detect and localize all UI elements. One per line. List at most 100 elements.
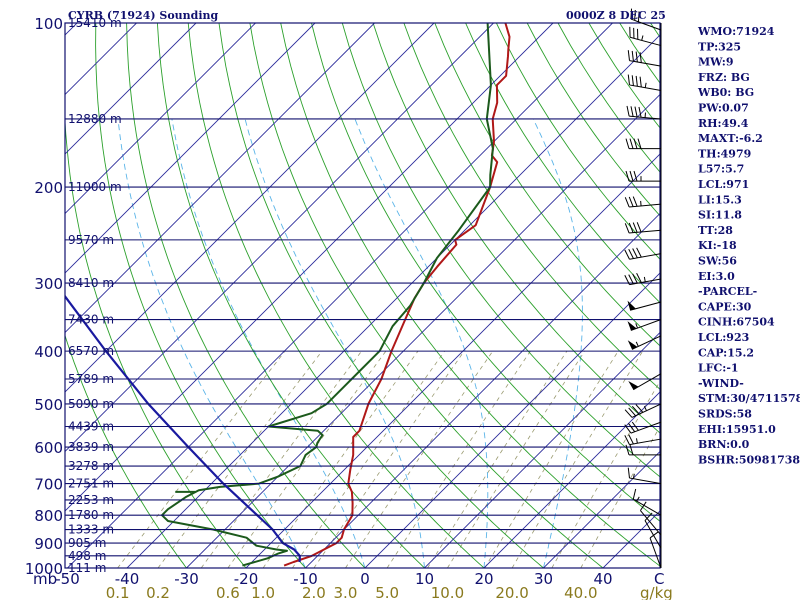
mixing-ratio-tick-label: 1.0 bbox=[251, 584, 275, 600]
dry-adiabat bbox=[95, 23, 307, 568]
height-label: 2253 m bbox=[68, 493, 114, 507]
dry-adiabat bbox=[403, 23, 660, 390]
stability-index-line: -PARCEL- bbox=[698, 285, 757, 298]
mixing-ratio-tick-label: 0.1 bbox=[106, 584, 130, 600]
wind-barb-feather bbox=[633, 138, 638, 149]
mixing-ratio-line bbox=[484, 350, 619, 568]
stability-index-line: EHI:15951.0 bbox=[698, 423, 776, 436]
height-label: 7430 m bbox=[68, 313, 114, 327]
stability-index-line: PW:0.07 bbox=[698, 102, 749, 115]
wind-barb-feather bbox=[637, 138, 642, 149]
dry-adiabat bbox=[774, 23, 800, 580]
wind-barb-shaft bbox=[633, 498, 662, 516]
pressure-tick-label: 600 bbox=[34, 439, 63, 457]
wind-barb-feather bbox=[649, 531, 659, 539]
wind-barb-feather bbox=[624, 409, 633, 418]
height-label: 2751 m bbox=[68, 477, 114, 491]
wind-barb-feather bbox=[632, 222, 638, 233]
wind-barb-feather bbox=[626, 105, 630, 117]
wind-barb-feather bbox=[632, 248, 638, 259]
isotherm-line bbox=[65, 23, 435, 393]
wind-barb-shaft bbox=[644, 520, 662, 549]
mixing-ratio-tick-label: 20.0 bbox=[495, 584, 528, 600]
wind-barb bbox=[640, 501, 662, 536]
temperature-tick-label: 10 bbox=[415, 570, 434, 588]
temperature-tick-label: -10 bbox=[293, 570, 318, 588]
wind-barb-shaft bbox=[630, 319, 662, 331]
moist-adiabat bbox=[532, 118, 583, 568]
mixing-ratio-tick-label: 0.6 bbox=[216, 584, 240, 600]
dry-adiabat bbox=[557, 23, 660, 173]
dry-adiabat bbox=[372, 23, 660, 434]
wind-barb-shaft bbox=[629, 203, 662, 208]
stability-index-line: L57:5.7 bbox=[698, 163, 744, 176]
wind-barb-half-feather bbox=[641, 35, 644, 41]
wind-barb-shaft bbox=[631, 403, 662, 418]
wind-barb-feather bbox=[634, 106, 638, 117]
height-label: 905 m bbox=[68, 536, 106, 550]
height-label: 5090 m bbox=[68, 397, 114, 411]
wind-barb-half-feather bbox=[644, 82, 647, 88]
mixing-ratio-line bbox=[551, 380, 660, 568]
dry-adiabat bbox=[156, 23, 426, 568]
wind-barb-flag bbox=[627, 321, 637, 331]
stability-index-line: -WIND- bbox=[698, 377, 744, 390]
stability-index-line: SW:56 bbox=[698, 255, 737, 268]
temperature-tick-label: 20 bbox=[474, 570, 493, 588]
wind-barb-feather bbox=[634, 9, 636, 21]
pressure-tick-label: 700 bbox=[34, 476, 63, 494]
wind-barb-feather bbox=[629, 444, 634, 455]
dry-adiabat bbox=[65, 334, 188, 568]
dry-adiabat bbox=[495, 23, 660, 260]
wind-barb-feather bbox=[628, 274, 634, 285]
temperature-tick-label: 0 bbox=[360, 570, 370, 588]
wind-barb bbox=[627, 74, 662, 91]
stability-index-line: LI:15.3 bbox=[698, 193, 742, 206]
wind-barb bbox=[625, 170, 661, 182]
temperature-tick-label: 40 bbox=[593, 570, 612, 588]
height-label: 15410 m bbox=[68, 16, 122, 30]
wind-barb-shaft bbox=[640, 510, 662, 536]
isotherm-line bbox=[65, 23, 256, 215]
pressure-tick-label: 100 bbox=[34, 15, 63, 33]
wind-barb bbox=[624, 247, 662, 260]
dry-adiabat bbox=[187, 23, 485, 568]
mixing-ratio-tick-label: 0.2 bbox=[146, 584, 170, 600]
isotherm-line bbox=[65, 23, 375, 334]
stability-index-line: LCL:971 bbox=[698, 178, 749, 191]
wind-barb-shaft bbox=[629, 438, 662, 446]
wind-barb-half-feather bbox=[643, 405, 647, 411]
isotherm-line bbox=[245, 153, 660, 568]
wind-barb-feather bbox=[628, 248, 634, 259]
celsius-unit-label: C bbox=[654, 570, 664, 588]
valid-time: 0000Z 8 DEC 25 bbox=[566, 9, 666, 22]
mixing-ratio-tick-label: 5.0 bbox=[375, 584, 399, 600]
wind-barb-feather bbox=[624, 197, 630, 208]
station-title: CYRB (71924) Sounding bbox=[68, 9, 219, 22]
isotherm-line bbox=[67, 23, 613, 568]
pressure-tick-label: 300 bbox=[34, 275, 63, 293]
height-label: 1333 m bbox=[68, 523, 114, 537]
isotherm-line bbox=[483, 391, 660, 568]
height-label: 111 m bbox=[68, 561, 106, 575]
dry-adiabat bbox=[434, 23, 660, 347]
wind-barb-feather bbox=[635, 75, 638, 87]
mixing-ratio-tick-label: 40.0 bbox=[564, 584, 597, 600]
wind-barb-feather bbox=[631, 405, 640, 415]
dry-adiabat bbox=[280, 23, 660, 567]
wind-barb bbox=[632, 488, 662, 516]
dry-adiabat bbox=[249, 23, 604, 568]
temperature-profile bbox=[283, 23, 511, 567]
parcel-profile bbox=[65, 294, 301, 563]
temperature-tick-label: -30 bbox=[174, 570, 199, 588]
wind-barb-half-feather bbox=[636, 438, 638, 444]
wind-barb bbox=[624, 421, 662, 434]
wind-barb bbox=[626, 105, 662, 120]
wind-barb-feather bbox=[624, 435, 630, 445]
mixing-ratio-tick-label: 2.0 bbox=[302, 584, 326, 600]
pressure-tick-label: 800 bbox=[34, 507, 63, 525]
stability-index-line: FRZ: BG bbox=[698, 71, 750, 84]
pressure-tick-label: 500 bbox=[34, 396, 63, 414]
stability-index-line: SI:11.8 bbox=[698, 209, 742, 222]
wind-barb-feather bbox=[635, 51, 638, 63]
